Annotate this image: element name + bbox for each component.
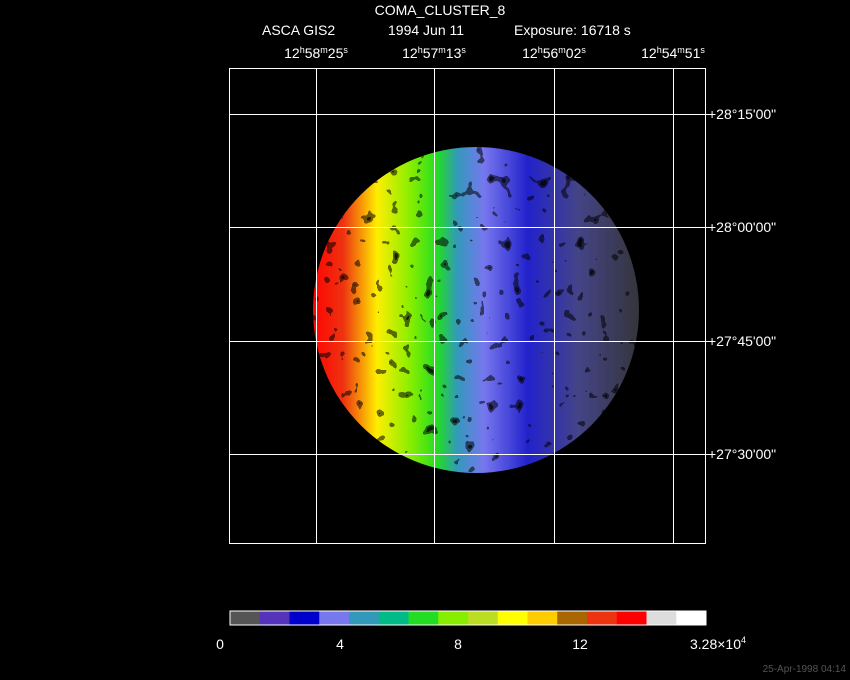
ra-label: 12h56m02s bbox=[522, 45, 586, 61]
ra-number: 02 bbox=[566, 45, 582, 61]
image-noise bbox=[313, 147, 639, 473]
ra-number: 51 bbox=[685, 45, 701, 61]
ra-label: 12h58m25s bbox=[284, 45, 348, 61]
colorbar-swatch bbox=[259, 611, 290, 625]
dec-label: +28°00'00" bbox=[708, 219, 776, 235]
ra-unit: m bbox=[438, 45, 446, 55]
dec-label: +27°45'00" bbox=[708, 333, 776, 349]
xray-image bbox=[313, 147, 639, 473]
ra-number: 12 bbox=[402, 45, 418, 61]
colorbar-swatch bbox=[349, 611, 380, 625]
ra-number: 25 bbox=[328, 45, 344, 61]
colorbar-swatch bbox=[438, 611, 469, 625]
colorbar-label: 8 bbox=[454, 636, 462, 652]
colorbar-swatch bbox=[468, 611, 499, 625]
colorbar-max-exponent: 4 bbox=[741, 635, 746, 645]
ra-unit: s bbox=[700, 45, 705, 55]
colorbar-swatch bbox=[676, 611, 707, 625]
colorbar-swatch bbox=[230, 611, 261, 625]
ra-number: 54 bbox=[662, 45, 678, 61]
colorbar-frame bbox=[229, 610, 707, 626]
obs-date: 1994 Jun 11 bbox=[388, 22, 464, 38]
ra-label: 12h57m13s bbox=[402, 45, 466, 61]
ra-number: 58 bbox=[305, 45, 321, 61]
ra-unit: m bbox=[558, 45, 566, 55]
colorbar: 0 4 8 12 3.28×104 bbox=[216, 610, 746, 652]
colorbar-swatch bbox=[587, 611, 618, 625]
colorbar-swatch bbox=[527, 611, 558, 625]
ra-unit: s bbox=[581, 45, 586, 55]
coord-grid bbox=[229, 68, 705, 543]
ra-number: 12 bbox=[522, 45, 538, 61]
ra-unit: m bbox=[677, 45, 685, 55]
ra-unit: h bbox=[418, 45, 423, 55]
title: COMA_CLUSTER_8 bbox=[375, 2, 506, 18]
colorbar-swatch bbox=[408, 611, 439, 625]
ra-unit: h bbox=[657, 45, 662, 55]
colorbar-max-mantissa: 3.28×10 bbox=[690, 636, 741, 652]
ra-unit: h bbox=[300, 45, 305, 55]
ra-unit: h bbox=[538, 45, 543, 55]
ra-unit: m bbox=[320, 45, 328, 55]
colorbar-swatch bbox=[616, 611, 647, 625]
colorbar-max-label: 3.28×104 bbox=[690, 635, 746, 652]
colorbar-swatch bbox=[646, 611, 677, 625]
ra-number: 56 bbox=[543, 45, 559, 61]
timestamp: 25-Apr-1998 04:14 bbox=[763, 664, 847, 675]
colorbar-swatch bbox=[557, 611, 588, 625]
ra-number: 13 bbox=[446, 45, 462, 61]
ra-number: 12 bbox=[641, 45, 657, 61]
colorbar-label: 4 bbox=[336, 636, 344, 652]
instrument: ASCA GIS2 bbox=[262, 22, 335, 38]
colorbar-label: 0 bbox=[216, 636, 224, 652]
colorbar-swatch bbox=[289, 611, 320, 625]
exposure: Exposure: 16718 s bbox=[514, 22, 631, 38]
colorbar-swatch bbox=[497, 611, 528, 625]
ra-number: 57 bbox=[423, 45, 439, 61]
colorbar-swatch bbox=[378, 611, 409, 625]
ra-label: 12h54m51s bbox=[641, 45, 705, 61]
dec-label: +28°15'00" bbox=[708, 106, 776, 122]
image-frame bbox=[229, 68, 706, 544]
ra-unit: s bbox=[343, 45, 348, 55]
colorbar-label: 12 bbox=[572, 636, 588, 652]
colorbar-swatch bbox=[319, 611, 350, 625]
ra-unit: s bbox=[461, 45, 466, 55]
ra-number: 12 bbox=[284, 45, 300, 61]
dec-label: +27°30'00" bbox=[708, 446, 776, 462]
